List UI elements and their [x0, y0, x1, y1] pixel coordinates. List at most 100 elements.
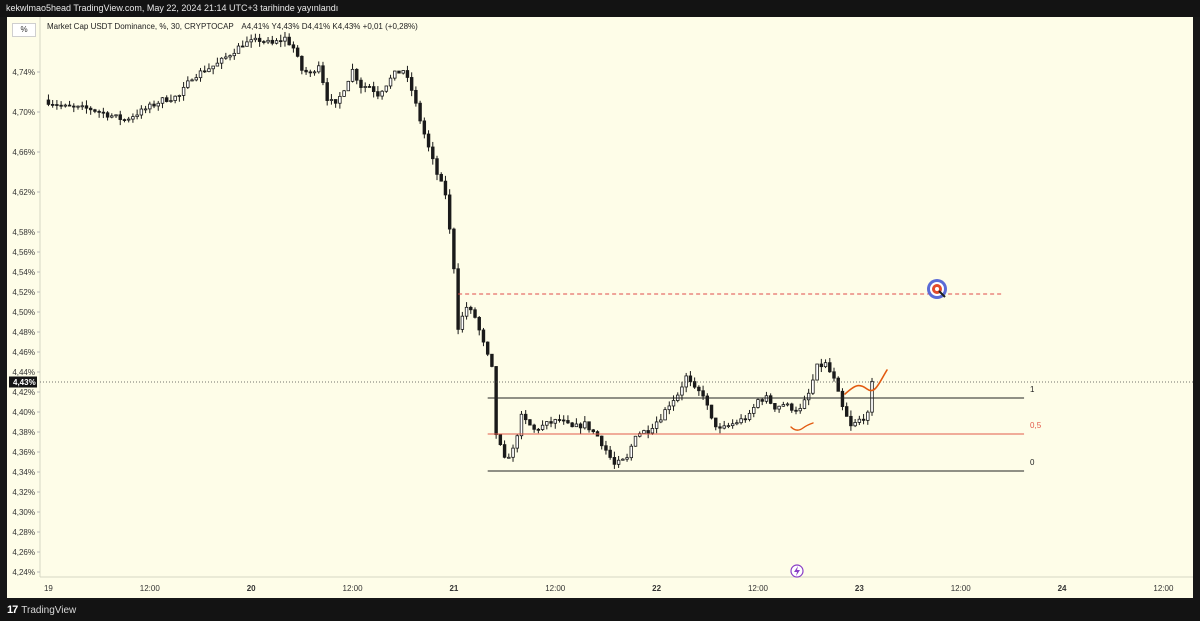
candle-body [253, 37, 258, 41]
candle-body [768, 395, 773, 404]
candle-body [266, 39, 270, 43]
x-tick-label: 22 [652, 584, 661, 593]
candle-body [519, 413, 524, 437]
candle-body [659, 419, 663, 423]
candle-body [384, 85, 389, 92]
candle-body [228, 55, 232, 58]
tradingview-logo[interactable]: 17 TradingView [7, 600, 76, 621]
x-tick-label: 12:00 [951, 584, 972, 593]
candle-body [718, 426, 722, 429]
candle-body [739, 418, 743, 424]
x-tick-label: 23 [855, 584, 864, 593]
candle-body [473, 309, 477, 318]
brand-bar: 17 TradingView [0, 600, 1200, 621]
x-tick-label: 19 [44, 584, 53, 593]
candle-body [828, 362, 832, 373]
candle-body [152, 103, 156, 107]
candle-body [604, 445, 608, 451]
candle-body [435, 158, 439, 175]
candle-body [67, 104, 72, 107]
candle-body [439, 173, 443, 182]
y-tick-label: 4,44% [12, 368, 35, 377]
candle-body [203, 70, 207, 73]
candle-body [198, 70, 203, 79]
candle-body [684, 375, 688, 388]
y-tick-label: 4,46% [12, 348, 35, 357]
candle-body [507, 456, 511, 459]
candle-body [426, 133, 431, 148]
y-tick-label: 4,70% [12, 108, 35, 117]
candle-body [633, 435, 638, 447]
candle-body [477, 316, 481, 331]
candle-body [811, 379, 815, 394]
brand-name: TradingView [21, 605, 77, 616]
candle-body [101, 111, 106, 114]
candle-body [224, 56, 228, 59]
candle-body [88, 107, 93, 111]
x-tick-label: 20 [247, 584, 256, 593]
tradingview-mark-icon: 17 [7, 604, 18, 616]
candle-body [76, 105, 80, 108]
y-tick-label: 4,48% [12, 328, 35, 337]
candle-body [355, 68, 359, 81]
candle-body [600, 435, 604, 447]
y-tick-label: 4,30% [12, 508, 35, 517]
candle-body [397, 70, 401, 74]
candle-body [215, 62, 220, 67]
candle-body [752, 406, 756, 414]
projection-curve [790, 422, 814, 431]
candle-body [760, 399, 764, 402]
candle-body [570, 422, 574, 428]
candle-body [84, 105, 89, 109]
candle-body [709, 404, 714, 419]
price-chart[interactable]: 4,24% 4,26% 4,28% 4,30% 4,32% 4,34% 4,36% 4,38%… [7, 17, 1193, 598]
candle-body [126, 118, 131, 121]
candle-body [764, 395, 769, 402]
candle-body [350, 68, 355, 82]
candle-body [498, 434, 503, 446]
candle-body [80, 105, 84, 108]
candle-body [329, 99, 334, 101]
candle-body [46, 99, 51, 105]
candle-body [181, 86, 186, 96]
y-tick-label: 4,50% [12, 308, 35, 317]
candle-body [540, 424, 545, 430]
x-tick-label: 12:00 [1153, 584, 1174, 593]
candle-body [583, 421, 587, 429]
lightning-icon[interactable] [790, 564, 804, 578]
candle-body [861, 418, 866, 421]
chart-grid [39, 17, 1193, 578]
candle-body [287, 36, 291, 46]
candle-body [561, 419, 566, 422]
candle-body [612, 457, 617, 465]
candle-body [177, 95, 182, 97]
candle-body [283, 36, 287, 42]
candle-body [608, 449, 612, 458]
candle-body [840, 390, 845, 407]
y-tick-label: 4,56% [12, 248, 35, 257]
candle-body [50, 103, 55, 106]
y-tick-label: 4,42% [12, 388, 35, 397]
candle-body [536, 428, 541, 431]
candle-body [262, 41, 266, 43]
candle-body [701, 390, 705, 397]
candle-body [490, 353, 494, 367]
candle-body [794, 409, 798, 412]
percent-scale-button[interactable]: % [12, 23, 36, 37]
y-tick-label: 4,66% [12, 148, 35, 157]
target-icon[interactable] [927, 279, 947, 299]
candle-body [790, 403, 794, 411]
fib-level-label: 0 [1030, 458, 1035, 467]
candle-body [409, 77, 414, 91]
y-tick-label: 4,26% [12, 548, 35, 557]
candle-body [642, 430, 646, 434]
chart-panel[interactable] [7, 17, 1193, 598]
candle-body [578, 423, 583, 429]
candle-body [781, 404, 786, 407]
candle-body [148, 103, 152, 110]
candle-body [308, 71, 313, 74]
candle-body [671, 400, 676, 407]
candle-body [557, 419, 562, 421]
candle-body [574, 423, 579, 428]
candle-body [853, 422, 857, 427]
